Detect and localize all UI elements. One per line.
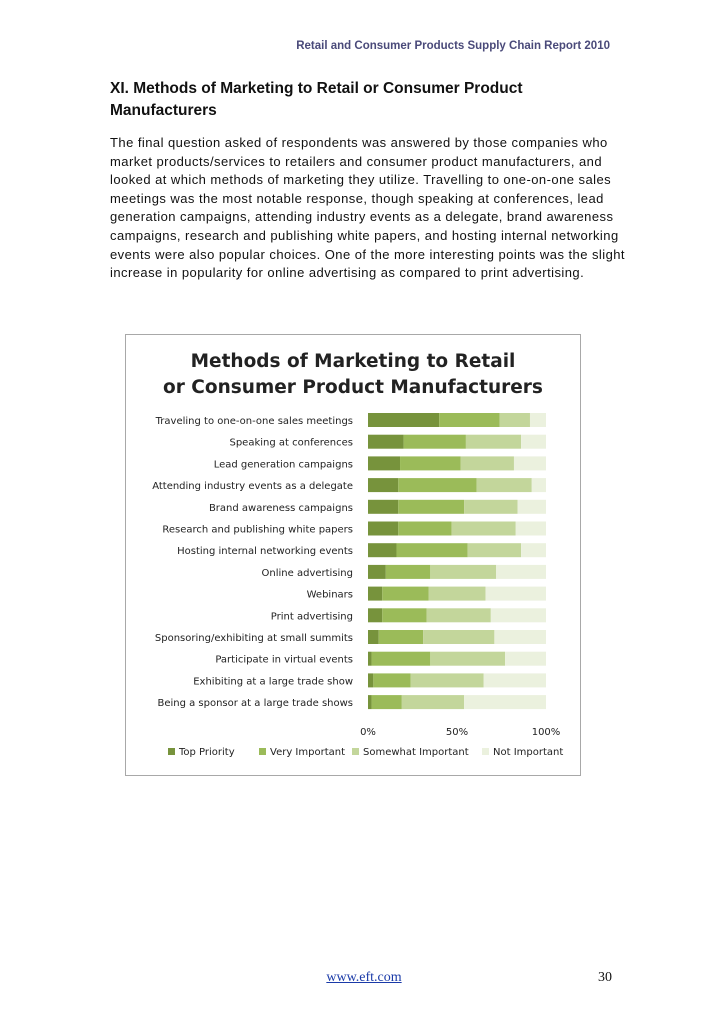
bar-segment	[428, 586, 486, 601]
bar-segment	[423, 630, 495, 644]
bar-segment	[398, 521, 452, 536]
category-label: Lead generation campaigns	[214, 459, 353, 470]
category-label: Traveling to one-on-one sales meetings	[155, 416, 353, 427]
bar-segment	[368, 695, 372, 710]
body-paragraph: The final question asked of respondents …	[110, 135, 625, 281]
bar-segment	[499, 413, 530, 427]
legend-label: Somewhat Important	[363, 747, 469, 758]
category-label: Participate in virtual events	[215, 655, 353, 666]
bar-segment	[476, 478, 532, 493]
bar-segment	[368, 673, 374, 688]
legend-swatch	[168, 748, 175, 755]
bar-segment	[439, 413, 500, 427]
bar-segment	[368, 564, 386, 579]
category-label: Speaking at conferences	[229, 438, 353, 449]
bar-segment	[430, 651, 506, 666]
bar-segment	[396, 543, 468, 558]
bar-segment	[485, 586, 546, 601]
bar-segment	[398, 499, 465, 514]
legend-swatch	[259, 748, 266, 755]
bar-segment	[368, 413, 440, 427]
category-label: Being a sponsor at a large trade shows	[157, 698, 353, 709]
bar-segment	[400, 456, 461, 471]
bar-segment	[515, 521, 546, 536]
category-label: Attending industry events as a delegate	[152, 481, 353, 492]
bar-segment	[494, 630, 546, 644]
bar-segment	[368, 521, 399, 536]
report-header: Retail and Consumer Products Supply Chai…	[296, 40, 610, 52]
bar-segment	[460, 456, 514, 471]
bar-segment	[513, 456, 546, 471]
bar-segment	[368, 608, 383, 623]
chart-title-line: Methods of Marketing to Retail	[191, 351, 516, 372]
bar-segment	[410, 673, 484, 688]
bar-segment	[426, 608, 491, 623]
bar-segment	[371, 695, 402, 710]
bar-segment	[403, 434, 466, 449]
bar-segment	[521, 543, 546, 558]
x-tick-label: 50%	[446, 727, 468, 738]
bar-segment	[382, 608, 427, 623]
bar-segment	[385, 564, 431, 579]
category-label: Research and publishing white papers	[162, 525, 353, 536]
bar-segment	[490, 608, 546, 623]
bar-segment	[382, 586, 429, 601]
bar-segment	[496, 564, 546, 579]
category-label: Webinars	[307, 590, 353, 601]
bar-segment	[531, 478, 546, 493]
category-label: Exhibiting at a large trade show	[193, 676, 353, 687]
bar-segment	[464, 499, 518, 514]
x-tick-label: 100%	[532, 727, 561, 738]
bar-segment	[465, 434, 522, 449]
legend-label: Top Priority	[178, 747, 235, 758]
bar-segment	[368, 543, 397, 558]
bar-segment	[529, 413, 546, 427]
bar-segment	[368, 434, 404, 449]
bar-segment	[467, 543, 522, 558]
chart-title-line: or Consumer Product Manufacturers	[163, 377, 543, 398]
bar-segment	[430, 564, 497, 579]
legend-label: Not Important	[493, 747, 563, 758]
bar-segment	[368, 456, 401, 471]
bar-segment	[451, 521, 516, 536]
legend-label: Very Important	[270, 747, 345, 758]
x-tick-label: 0%	[360, 727, 376, 738]
bar-segment	[368, 630, 379, 644]
bar-segment	[368, 499, 399, 514]
category-label: Print advertising	[271, 611, 353, 622]
bar-segment	[521, 434, 546, 449]
bar-segment	[368, 478, 399, 493]
bar-segment	[378, 630, 424, 644]
footer-url-link[interactable]: www.eft.com	[326, 970, 402, 985]
bar-segment	[373, 673, 411, 688]
page-number: 30	[598, 970, 612, 985]
category-label: Brand awareness campaigns	[209, 503, 353, 514]
bar-segment	[517, 499, 546, 514]
chart-container: Methods of Marketing to Retail or Consume…	[125, 334, 581, 776]
bar-segment	[505, 651, 546, 666]
bar-segment	[483, 673, 546, 688]
category-label: Hosting internal networking events	[177, 546, 353, 557]
category-label: Online advertising	[262, 568, 353, 579]
legend-swatch	[352, 748, 359, 755]
section-title: XI. Methods of Marketing to Retail or Co…	[110, 80, 523, 119]
category-label: Sponsoring/exhibiting at small summits	[155, 633, 353, 644]
legend-swatch	[482, 748, 489, 755]
bar-segment	[398, 478, 477, 493]
bar-segment	[401, 695, 465, 710]
bar-segment	[368, 651, 372, 666]
bar-segment	[368, 586, 383, 601]
stacked-bar-chart: Methods of Marketing to Retail or Consume…	[152, 351, 563, 758]
bar-segment	[371, 651, 431, 666]
bar-segment	[464, 695, 546, 710]
